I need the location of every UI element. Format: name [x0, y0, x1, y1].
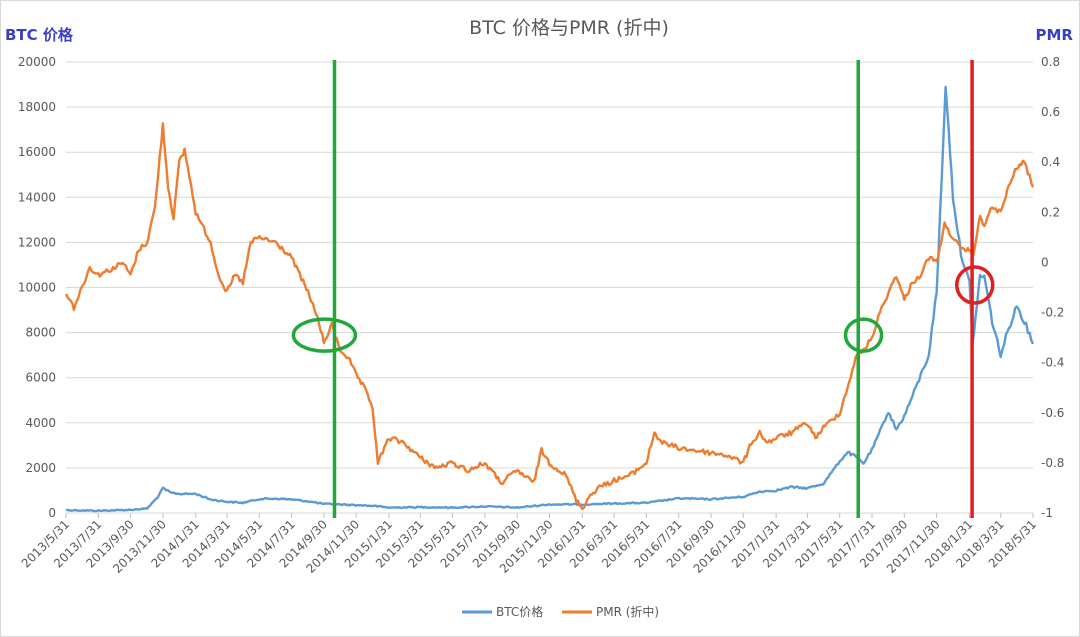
- y-right-tick-label: -0.2: [1041, 306, 1064, 320]
- y-left-tick-label: 18000: [18, 100, 56, 114]
- y-right-tick-label: 0.6: [1041, 105, 1060, 119]
- chart-title: BTC 价格与PMR (折中): [469, 17, 669, 39]
- y-left-axis-title: BTC 价格: [5, 26, 74, 44]
- y-left-tick-label: 6000: [25, 371, 56, 385]
- y-right-tick-label: -0.8: [1041, 456, 1064, 470]
- y-right-axis-title: PMR: [1036, 26, 1074, 44]
- annotation-circle-5: [954, 265, 995, 305]
- annotations: [291, 60, 995, 518]
- gridlines: [66, 61, 1033, 514]
- y-right-tick-label: 0.8: [1041, 55, 1060, 69]
- y-right-tick-label: 0.4: [1041, 155, 1060, 169]
- annotation-ellipse-3: [291, 317, 358, 353]
- y-left-tick-label: 20000: [18, 55, 56, 69]
- y-left-tick-label: 2000: [25, 461, 56, 475]
- series-line-0: [65, 85, 1035, 513]
- y-left-tick-label: 0: [48, 506, 56, 520]
- x-tick-labels: 2013/5/312013/7/312013/9/302013/11/30201…: [19, 513, 1039, 576]
- annotation-ellipse-4: [843, 317, 884, 353]
- y-right-tick-label: 0.2: [1041, 205, 1060, 219]
- y-right-tick-label: -0.4: [1041, 356, 1064, 370]
- series-line-1: [64, 122, 1035, 511]
- y-right-tick-label: 0: [1041, 255, 1049, 269]
- legend-label-0: BTC价格: [496, 604, 543, 619]
- y-right-tick-labels: -1 -0.8 -0.6 -0.4 -0.2 0 0.2 0.4 0.6 0.8: [1041, 55, 1064, 520]
- y-right-tick-label: -0.6: [1041, 406, 1064, 420]
- y-left-tick-label: 16000: [18, 145, 56, 159]
- y-left-tick-labels: 0 2000 4000 6000 8000 10000 12000 14000 16000 180…: [18, 55, 56, 520]
- series-lines: [64, 85, 1035, 513]
- y-left-tick-label: 10000: [18, 281, 56, 295]
- legend: BTC价格 PMR (折中): [462, 604, 659, 619]
- y-left-tick-label: 12000: [18, 235, 56, 249]
- y-left-tick-label: 14000: [18, 190, 56, 204]
- y-left-tick-label: 4000: [25, 416, 56, 430]
- y-left-tick-label: 8000: [25, 326, 56, 340]
- y-right-tick-label: -1: [1041, 506, 1053, 520]
- legend-label-1: PMR (折中): [596, 604, 659, 619]
